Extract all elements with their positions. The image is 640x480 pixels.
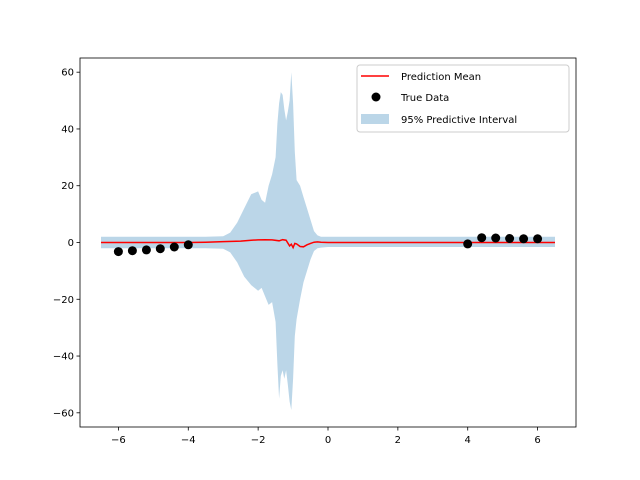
y-tick-label: 0 [68, 238, 74, 249]
predictive-interval-band [101, 72, 555, 410]
x-tick-label: −2 [251, 435, 266, 446]
true-data-point [505, 234, 515, 243]
true-data-point [169, 242, 179, 252]
legend-band-swatch [361, 114, 389, 124]
prediction-mean-line [101, 238, 555, 250]
legend-marker-swatch [371, 92, 381, 102]
legend-label-prediction-mean: Prediction Mean [401, 72, 481, 83]
legend-label-predictive-interval: 95% Predictive Interval [401, 115, 517, 126]
y-tick-label: −60 [53, 408, 74, 419]
true-data-point [477, 233, 487, 243]
x-tick-label: 6 [534, 435, 540, 446]
x-tick-label: 0 [325, 435, 331, 446]
true-data-point [519, 234, 529, 244]
y-tick-label: −20 [53, 295, 74, 306]
y-tick-label: 40 [61, 124, 74, 135]
x-axis: −6 −4 −2 0 2 4 6 [111, 427, 541, 446]
x-tick-label: −4 [181, 435, 196, 446]
true-data-point [155, 244, 165, 254]
true-data-point [141, 245, 151, 255]
line-layer [101, 238, 555, 250]
x-tick-label: 4 [465, 435, 471, 446]
legend-box [356, 64, 570, 133]
x-tick-label: −6 [111, 435, 126, 446]
band-layer [101, 72, 555, 410]
scatter-layer [113, 233, 543, 257]
true-data-point [491, 233, 501, 243]
x-tick-label: 2 [395, 435, 401, 446]
legend-label-true-data: True Data [400, 93, 449, 104]
y-tick-label: 20 [61, 181, 74, 192]
true-data-point [533, 234, 543, 244]
y-tick-label: −40 [53, 352, 74, 363]
legend: Prediction Mean True Data 95% Predictive… [356, 64, 570, 133]
y-tick-label: 60 [61, 68, 74, 79]
true-data-point [463, 239, 473, 249]
true-data-point [183, 240, 193, 250]
true-data-point [113, 247, 123, 257]
true-data-point [127, 246, 137, 256]
y-axis: −60 −40 −20 0 20 40 60 [53, 68, 80, 419]
